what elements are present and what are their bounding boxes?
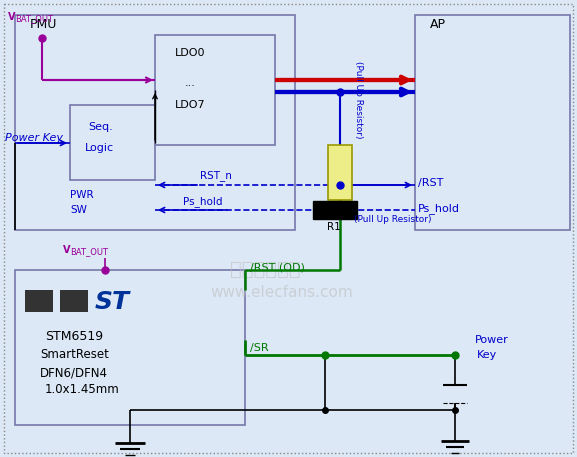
- Text: RST_n: RST_n: [200, 170, 232, 181]
- Text: R1: R1: [327, 222, 341, 232]
- Text: ...: ...: [185, 78, 196, 88]
- Bar: [15, 15, 295, 230]
- Text: SmartReset: SmartReset: [40, 348, 109, 361]
- Text: Key: Key: [477, 350, 497, 360]
- Text: V: V: [8, 12, 16, 22]
- Bar: [155, 35, 275, 145]
- Text: /RST (OD): /RST (OD): [250, 263, 305, 273]
- Text: Seq.: Seq.: [88, 122, 113, 132]
- Text: Ps_hold: Ps_hold: [418, 203, 460, 214]
- Text: ST: ST: [95, 290, 130, 314]
- Text: LDO7: LDO7: [175, 100, 205, 110]
- Text: /RST: /RST: [418, 178, 443, 188]
- Text: (Pull Up Resistor): (Pull Up Resistor): [354, 61, 363, 139]
- Text: SW: SW: [70, 205, 87, 215]
- Text: V: V: [63, 245, 70, 255]
- Bar: [415, 15, 570, 230]
- Text: Ps_hold: Ps_hold: [183, 196, 223, 207]
- Bar: [313, 201, 357, 219]
- Text: Power: Power: [475, 335, 509, 345]
- Text: /SR: /SR: [250, 343, 269, 353]
- Text: BAT_OUT: BAT_OUT: [15, 14, 53, 23]
- Text: Power Key: Power Key: [5, 133, 63, 143]
- Text: Logic: Logic: [85, 143, 114, 153]
- Text: LDO0: LDO0: [175, 48, 205, 58]
- Bar: [15, 270, 245, 425]
- Text: PMU: PMU: [30, 18, 57, 31]
- Text: www.elecfans.com: www.elecfans.com: [210, 285, 353, 300]
- Text: PWR: PWR: [70, 190, 93, 200]
- Text: (Pull Up Resistor): (Pull Up Resistor): [354, 215, 432, 224]
- Bar: [328, 145, 352, 200]
- Bar: [60, 290, 88, 312]
- Text: 电子发烧友网: 电子发烧友网: [230, 260, 301, 279]
- Bar: [25, 290, 53, 312]
- Text: BAT_OUT: BAT_OUT: [70, 247, 108, 256]
- Text: AP: AP: [430, 18, 446, 31]
- Text: 1.0x1.45mm: 1.0x1.45mm: [45, 383, 120, 396]
- Text: STM6519: STM6519: [45, 330, 103, 343]
- Bar: [70, 105, 155, 180]
- Text: DFN6/DFN4: DFN6/DFN4: [40, 366, 108, 379]
